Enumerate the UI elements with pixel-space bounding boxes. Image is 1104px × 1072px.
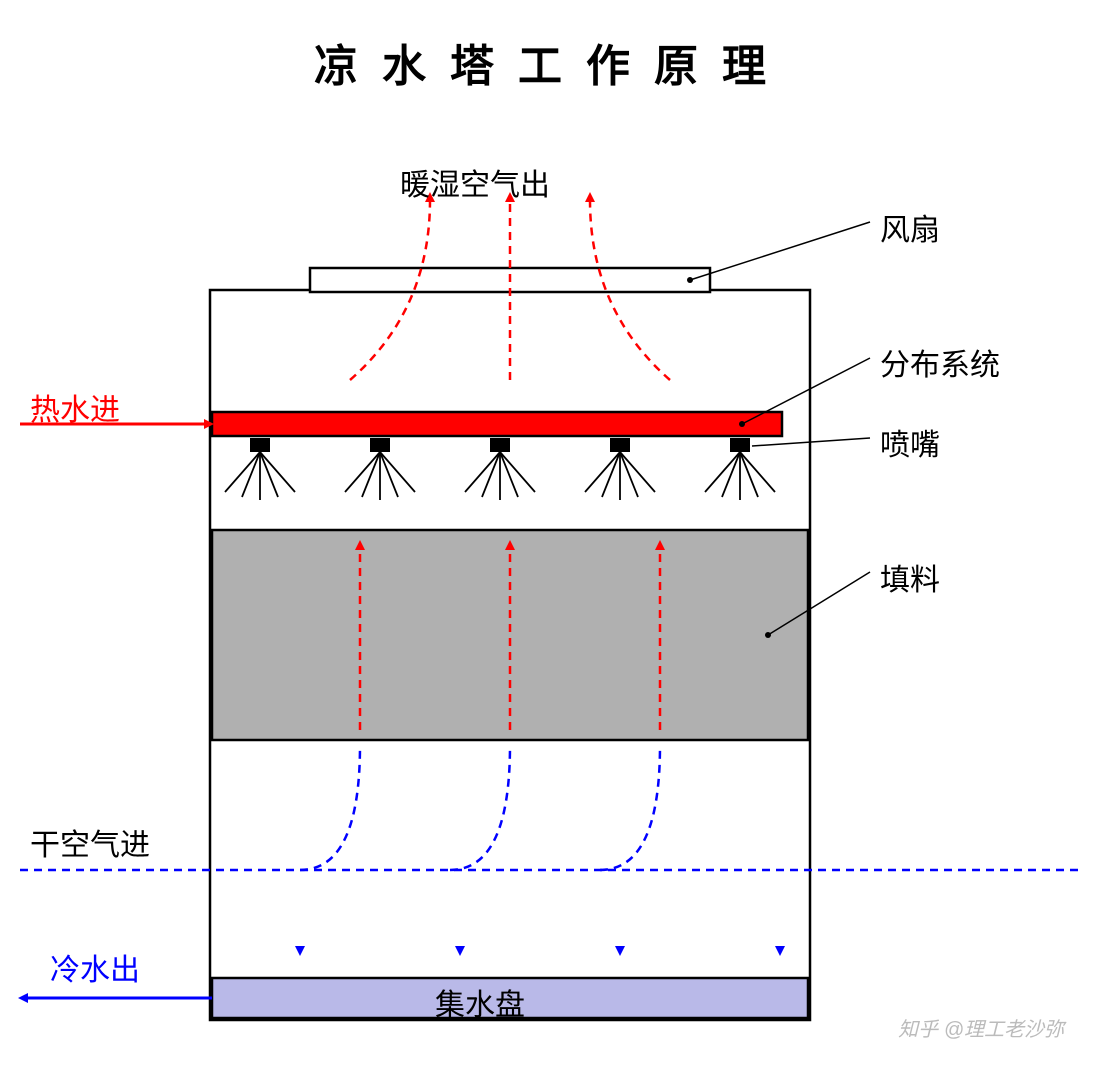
watermark: 知乎 @理工老沙弥 <box>898 1013 1064 1042</box>
diagram-title: 凉水塔工作原理 <box>0 30 1104 94</box>
label-warm-air-out: 暖湿空气出 <box>400 160 550 204</box>
label-hot-water-in: 热水进 <box>30 385 120 429</box>
label-fan: 风扇 <box>880 205 940 249</box>
label-basin: 集水盘 <box>435 980 525 1024</box>
label-nozzle: 喷嘴 <box>880 420 940 464</box>
label-fill: 填料 <box>880 555 940 599</box>
label-dry-air-in: 干空气进 <box>30 820 150 864</box>
label-distribution: 分布系统 <box>880 340 1000 384</box>
label-cold-water-out: 冷水出 <box>50 945 140 989</box>
diagram-canvas <box>0 0 1104 1072</box>
